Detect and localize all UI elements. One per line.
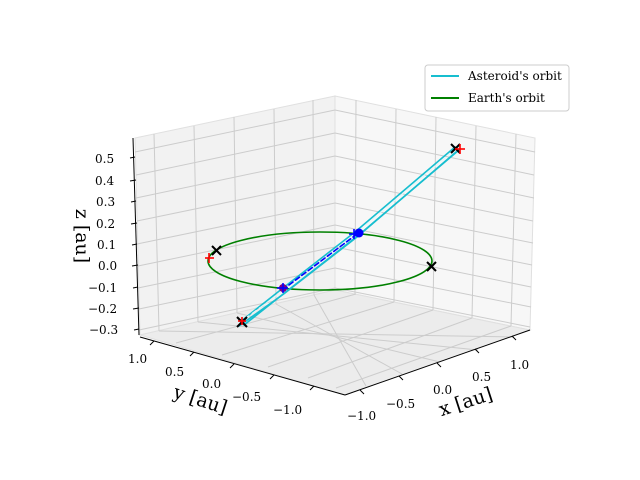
x-tick-labels: −1.0 −0.5 0.0 0.5 1.0	[347, 358, 529, 423]
y-ticks	[149, 340, 315, 391]
x-tick-mark	[474, 348, 480, 354]
grid-z-left-1	[134, 109, 336, 153]
z-ticks	[129, 156, 140, 331]
y-tick-mark	[229, 363, 235, 369]
y-tick-mark	[269, 374, 275, 380]
x-tick-mark	[511, 335, 517, 341]
x-marker	[211, 245, 222, 256]
y-tick-label: −0.5	[232, 390, 261, 404]
asteroid-projection-line	[284, 233, 358, 289]
grid-y-vert-4	[273, 108, 277, 305]
z-tick-label: 0.1	[97, 238, 116, 252]
z-tick-label: 0.5	[95, 152, 114, 166]
grid-floor-x-4	[307, 317, 473, 379]
z-tick-mark	[133, 328, 140, 331]
grid-x-vert-4	[471, 125, 477, 319]
asteroid-orbit-dashed-line	[238, 151, 453, 324]
z-tick-label: 0.4	[95, 174, 114, 188]
grid-x-vert-5	[510, 133, 517, 327]
grid-floor-x-1	[175, 293, 357, 344]
asteroid-orbit-line	[238, 151, 457, 327]
grid-x-vert-1	[354, 99, 357, 295]
grid-z-left-4	[136, 179, 336, 222]
grid-z-right-3	[334, 155, 535, 199]
z-axis-label: z [au]	[71, 209, 93, 263]
earth-orbit-line	[207, 231, 433, 291]
y-axis-line	[139, 336, 346, 396]
x-tick-label: 1.0	[510, 358, 529, 372]
y-tick-mark	[309, 385, 315, 391]
z-tick-mark	[129, 179, 137, 182]
asteroid-orbit	[238, 146, 460, 327]
x-axis-line	[344, 329, 531, 396]
y-tick-label: 1.0	[128, 352, 147, 366]
x-tick-label: −0.5	[386, 397, 415, 411]
grid-floor-x-2	[221, 301, 395, 356]
axis-spines	[132, 137, 531, 396]
current-position-marker	[354, 228, 364, 238]
z-tick-mark	[131, 264, 139, 267]
z-tick-mark	[129, 156, 136, 159]
grid-z-right-1	[334, 109, 536, 153]
x-tick-mark	[436, 362, 442, 368]
z-tick-label: −0.2	[88, 302, 117, 316]
x-marker-stroke	[426, 261, 437, 272]
legend-box	[424, 64, 570, 112]
x-ticks	[359, 335, 517, 395]
grid-y-vert-5	[312, 99, 315, 296]
plus-marker	[205, 253, 214, 263]
z-tick-mark	[130, 222, 138, 225]
x-marker-stroke	[211, 245, 222, 256]
grid-y-vert-1	[153, 133, 160, 332]
x-tick-label: 0.0	[433, 383, 452, 397]
legend-label-earth: Earth's orbit	[468, 91, 545, 105]
x-tick-mark	[398, 375, 404, 381]
grid-floor-y-5	[313, 294, 367, 387]
z-tick-label: 0.3	[96, 195, 115, 209]
y-tick-label: −1.0	[273, 403, 302, 417]
grid-z-right-2	[334, 132, 535, 176]
grid-y-vert-2	[193, 125, 199, 323]
grid-z-right-4	[334, 179, 534, 222]
z-tick-label: 0.0	[98, 259, 117, 273]
asteroid-orbit-line	[239, 146, 456, 323]
legend: Asteroid's orbit Earth's orbit	[424, 64, 570, 112]
grid-x-vert-3	[432, 116, 437, 311]
z-tick-mark	[130, 200, 137, 203]
plus-marker	[349, 229, 359, 239]
z-tick-label: −0.1	[88, 281, 117, 295]
z-tick-label: 0.2	[96, 217, 115, 231]
grid-z-right-6	[334, 224, 533, 266]
z-tick-mark	[131, 243, 138, 246]
grid-z-left-3	[135, 155, 336, 199]
y-tick-labels: 1.0 0.5 0.0 −0.5 −1.0	[128, 352, 302, 417]
grid-z-left-2	[135, 132, 336, 176]
z-tick-labels: 0.5 0.4 0.3 0.2 0.1 0.0 −0.1 −0.2 −0.3	[88, 152, 118, 337]
legend-label-asteroid: Asteroid's orbit	[467, 69, 562, 83]
x-tick-label: 0.5	[472, 370, 491, 384]
plus-marker	[238, 317, 246, 325]
grid-floor-x-3	[267, 309, 434, 368]
x-marker	[426, 261, 437, 272]
z-tick-label: −0.3	[89, 323, 118, 337]
y-tick-mark	[149, 340, 155, 346]
y-tick-mark	[189, 351, 195, 357]
plus-marker	[277, 283, 288, 293]
z-tick-mark	[132, 307, 140, 310]
grid-z-right-9	[334, 287, 531, 328]
z-axis-line	[132, 137, 140, 336]
plus-marker	[455, 144, 465, 154]
y-tick-label: 0.0	[202, 377, 221, 391]
y-tick-label: 0.5	[165, 365, 184, 379]
markers	[205, 143, 465, 328]
x-tick-mark	[359, 389, 365, 395]
x-tick-label: −1.0	[347, 409, 376, 423]
grid-x-vert-2	[393, 108, 397, 303]
z-tick-mark	[132, 286, 139, 289]
